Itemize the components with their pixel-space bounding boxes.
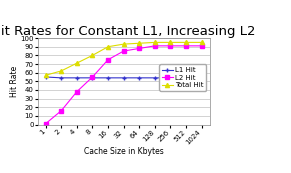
L2 Hit <box>153 45 157 47</box>
Line: L1 Hit: L1 Hit <box>43 75 204 80</box>
L2 Hit <box>122 50 125 52</box>
L1 Hit <box>44 76 47 78</box>
Total Hit <box>91 54 94 56</box>
L1 Hit <box>122 77 125 79</box>
L2 Hit <box>200 45 203 47</box>
L2 Hit <box>59 110 63 112</box>
Total Hit <box>44 74 47 76</box>
Total Hit <box>75 62 79 64</box>
L1 Hit <box>169 77 172 79</box>
Line: L2 Hit: L2 Hit <box>44 44 203 125</box>
L1 Hit <box>106 77 110 79</box>
L2 Hit <box>184 45 188 47</box>
Total Hit <box>184 41 188 43</box>
L2 Hit <box>44 123 47 125</box>
L1 Hit <box>75 77 79 79</box>
Total Hit <box>59 70 63 72</box>
L1 Hit <box>153 77 157 79</box>
Total Hit <box>106 46 110 48</box>
Title: Hit Rates for Constant L1, Increasing L2: Hit Rates for Constant L1, Increasing L2 <box>0 25 256 38</box>
Total Hit <box>122 43 125 45</box>
Y-axis label: Hit Rate: Hit Rate <box>10 66 19 97</box>
Line: Total Hit: Total Hit <box>44 40 204 77</box>
L2 Hit <box>75 91 79 93</box>
L1 Hit <box>200 77 203 79</box>
Total Hit <box>169 41 172 43</box>
L1 Hit <box>59 77 63 79</box>
L1 Hit <box>184 77 188 79</box>
X-axis label: Cache Size in Kbytes: Cache Size in Kbytes <box>84 147 164 156</box>
L1 Hit <box>91 77 94 79</box>
L2 Hit <box>138 47 141 49</box>
Legend: L1 Hit, L2 Hit, Total Hit: L1 Hit, L2 Hit, Total Hit <box>159 65 206 91</box>
Total Hit <box>153 41 157 43</box>
L1 Hit <box>138 77 141 79</box>
L2 Hit <box>169 45 172 47</box>
Total Hit <box>200 41 203 43</box>
Total Hit <box>138 42 141 44</box>
L2 Hit <box>106 59 110 61</box>
L2 Hit <box>91 76 94 78</box>
